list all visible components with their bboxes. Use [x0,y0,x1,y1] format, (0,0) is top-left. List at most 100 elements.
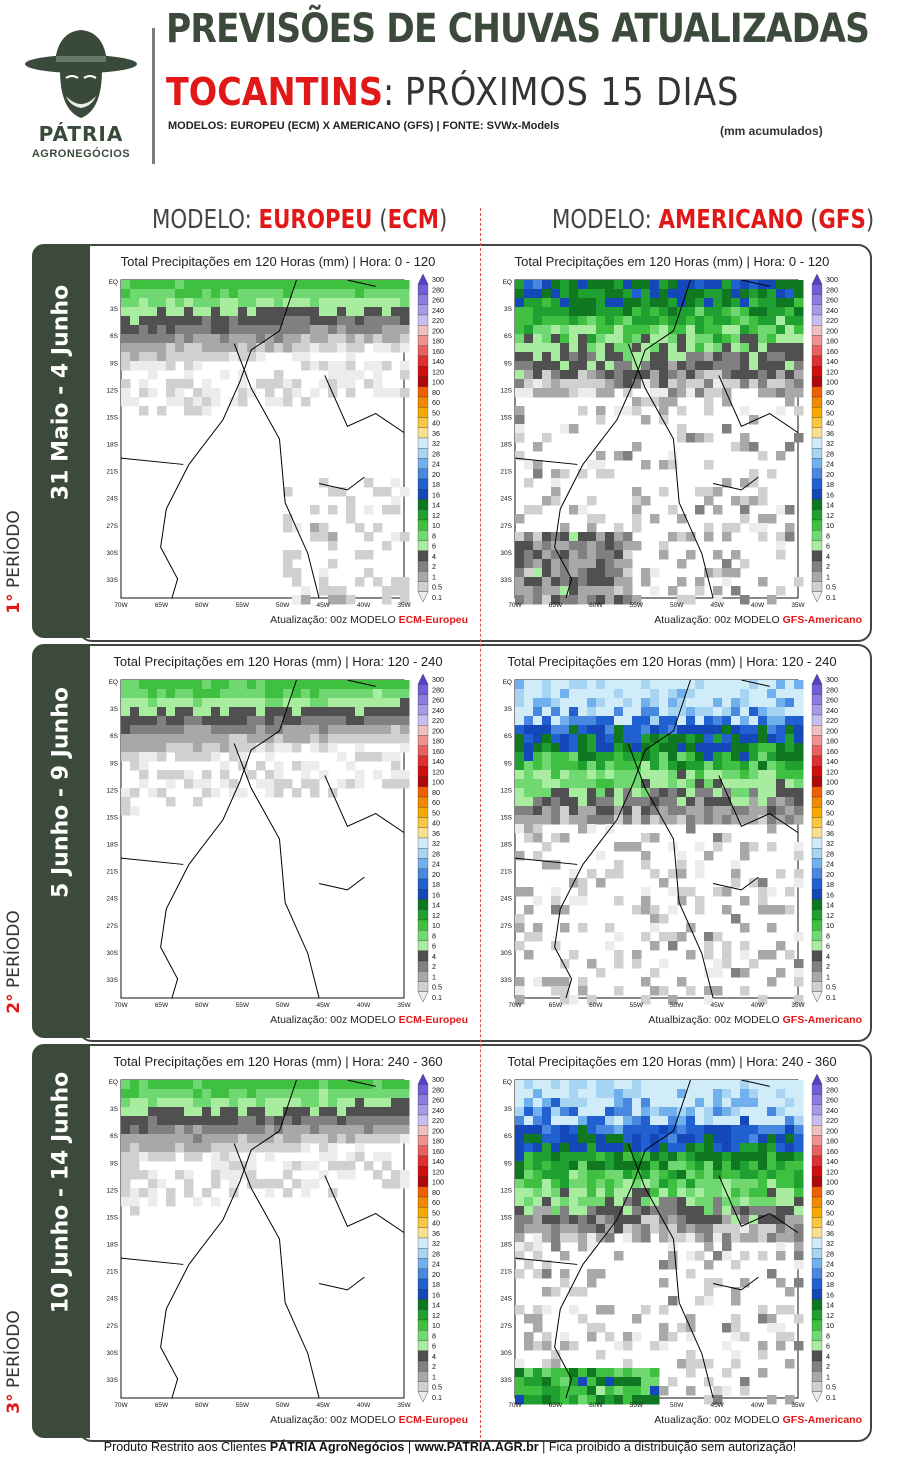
colorbar-swatch [417,1248,429,1259]
logo-subname: AGRONEGÓCIOS [31,148,131,160]
colorbar-swatch [417,755,429,767]
lat-tick-label: 27S [500,923,512,930]
colorbar-level-label: 0.1 [432,1393,442,1402]
lat-tick-label: 12S [500,387,512,394]
colorbar-swatch [811,673,823,685]
colorbar-level-label: 140 [432,757,444,766]
colorbar-swatch [417,478,429,490]
lat-tick-label: 3S [110,1106,119,1113]
lon-tick-label: 50W [670,1402,684,1409]
lat-tick-label: 3S [504,706,513,713]
map-title: Total Precipitações em 120 Horas (mm) | … [113,1054,443,1069]
colorbar-level-label: 20 [826,470,834,479]
colorbar-level-label: 28 [826,849,834,858]
colorbar-level-label: 160 [826,747,838,756]
colorbar-level-label: 260 [432,1096,444,1105]
colorbar-level-label: 28 [432,849,440,858]
colorbar-swatch [811,1391,823,1403]
colorbar-swatch [417,1227,429,1239]
colorbar-level-label: 14 [432,501,440,510]
colorbar-swatch [811,1371,823,1382]
colorbar-swatch [417,673,429,685]
colorbar-level-label: 1 [432,1372,436,1381]
colorbar-swatch [417,489,429,500]
lon-tick-label: 60W [589,602,603,609]
colorbar-level-label: 8 [826,1331,830,1340]
colorbar-level-label: 24 [826,860,834,869]
colorbar-level-label: 100 [826,1178,838,1187]
colorbar-level-label: 0.1 [432,993,442,1002]
colorbar-level-label: 260 [826,296,838,305]
lat-tick-label: 3S [504,306,513,313]
colorbar-level-label: 8 [432,1331,436,1340]
colorbar-level-label: 140 [826,357,838,366]
colorbar-level-label: 140 [432,357,444,366]
colorbar-swatch [417,1135,429,1146]
colorbar-swatch [417,745,429,757]
model-name: GFS-Americano [782,614,862,626]
colorbar-level-label: 32 [826,839,834,848]
colorbar-level-label: 280 [826,685,838,694]
colorbar-level-label: 50 [826,1208,834,1217]
colorbar-level-label: 80 [826,388,834,397]
column-prefix: MODELO: [552,205,652,235]
lat-tick-label: 15S [106,1214,118,1221]
lat-tick-label: 6S [504,1133,513,1140]
colorbar-swatch [811,745,823,757]
colorbar-swatch [811,345,823,357]
gfs-map-panel: EQ 3S 6S 9S 12S 15S 18S 21S 24S 27S 30S 33S 70W 65W 60… [482,654,862,1034]
colorbar-level-label: 6 [826,942,830,951]
colorbar-swatch [811,1176,823,1187]
lat-tick-label: 6S [110,333,119,340]
colorbar-swatch [811,294,823,305]
lon-tick-label: 45W [710,602,724,609]
colorbar-swatch [811,489,823,500]
colorbar-swatch [417,1186,429,1198]
colorbar-swatch [417,1155,429,1167]
precip-field [121,1080,410,1216]
colorbar-level-label: 120 [826,367,838,376]
colorbar-swatch [811,704,823,716]
colorbar-swatch [417,1073,429,1085]
column-header-ecm: MODELO: EUROPEU (ECM) [152,205,448,235]
colorbar-swatch [811,1186,823,1198]
map-update-line: Atualização: 00z MODELO ECM-Europeu [270,1414,468,1426]
colorbar-swatch [811,386,823,398]
precip-field [515,280,804,605]
colorbar-swatch [417,714,429,726]
colorbar-swatch [417,858,429,869]
lon-tick-label: 55W [630,602,644,609]
footer: Produto Restrito aos Clientes PÁTRIA Agr… [0,1440,900,1454]
colorbar-level-label: 0.5 [432,1383,442,1392]
colorbar-level-label: 0.1 [432,593,442,602]
colorbar-level-label: 8 [432,531,436,540]
colorbar-swatch [811,1073,823,1085]
colorbar-swatch [811,1145,823,1157]
colorbar-swatch [811,437,823,449]
lat-tick-label: 9S [504,360,513,367]
colorbar-swatch [417,889,429,900]
colorbar-swatch [417,909,429,921]
map-title: Total Precipitações em 120 Horas (mm) | … [507,654,837,669]
subtitle-separator: : [382,70,395,114]
lat-tick-label: 18S [106,442,118,449]
colorbar-swatch [811,478,823,490]
colorbar-level-label: 50 [432,408,440,417]
colorbar-swatch [811,940,823,951]
colorbar-level-label: 40 [826,819,834,828]
colorbar-swatch [811,1278,823,1290]
colorbar-level-label: 14 [826,901,834,910]
colorbar-swatch [417,1330,429,1341]
border-lines [120,1079,405,1399]
border-lines [120,279,405,599]
colorbar-swatch [417,807,429,818]
colorbar-swatch [417,1145,429,1157]
colorbar-swatch [811,304,823,316]
colorbar-swatch [417,571,429,582]
period-ordinal: 1° [4,593,24,614]
colorbar-swatch [417,407,429,418]
gfs-map-panel: EQ 3S 6S 9S 12S 15S 18S 21S 24S 27S 30S 33S 70W 65W 60… [482,254,862,634]
colorbar-swatch [417,437,429,449]
lon-tick-label: 50W [670,1002,684,1009]
